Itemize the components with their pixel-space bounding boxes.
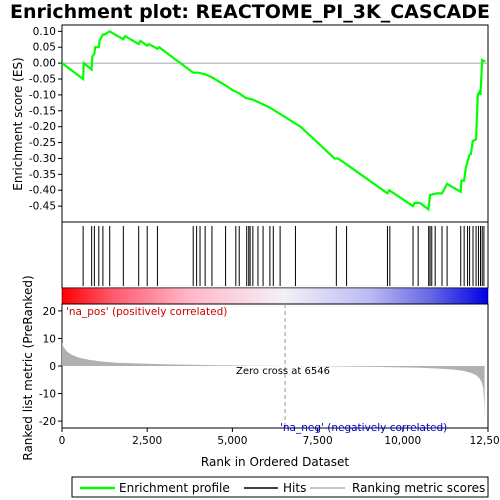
es-y-tick-label: 0.05	[33, 42, 56, 54]
hits-panel-frame	[61, 221, 489, 289]
metric-y-tick-label: -10	[39, 389, 56, 401]
enrichment-profile-line	[61, 30, 486, 212]
es-y-tick-label: -0.40	[29, 185, 56, 197]
zero-cross-label: Zero cross at 6546	[236, 366, 330, 377]
es-y-tick-label: -0.30	[29, 153, 56, 165]
es-y-tick-label: -0.45	[29, 201, 56, 213]
es-y-tick-label: -0.15	[29, 105, 56, 117]
x-tick-label: 12,500	[470, 435, 500, 447]
x-tick-label: 5,000	[217, 435, 247, 447]
chart-title: Enrichment plot: REACTOME_PI_3K_CASCADE	[10, 1, 490, 23]
es-panel-frame	[61, 24, 489, 223]
x-axis-ticks: 0 2,500 5,000 7,500 10,000 12,500	[59, 428, 500, 447]
legend-frame	[71, 476, 489, 498]
metric-y-tick-label: 20	[43, 306, 56, 318]
metric-y-axis-label: Ranked list metric (PreRanked)	[21, 275, 35, 460]
legend-profile-label: Enrichment profile	[119, 481, 230, 495]
es-y-axis-label: Enrichment score (ES)	[11, 57, 25, 190]
pos-correlated-label: 'na_pos' (positively correlated)	[66, 306, 227, 318]
hits-panel	[61, 221, 489, 289]
es-panel: 0.10 0.05 0.00 -0.05 -0.10 -0.15 -0.20 -0.25 -0.…	[11, 24, 489, 223]
x-axis-label: Rank in Ordered Dataset	[201, 455, 349, 469]
metric-y-tick-label: 10	[43, 333, 56, 345]
es-y-tick-label: -0.35	[29, 169, 56, 181]
x-tick-label: 7,500	[303, 435, 333, 447]
hits-group	[82, 226, 485, 286]
es-y-ticks: 0.10 0.05 0.00 -0.05 -0.10 -0.15 -0.20 -0.25 -0.…	[29, 26, 62, 213]
metric-panel: 20 10 0 -10 -20 0 2,500 5,000 7,500 10,000 12,500…	[21, 275, 500, 469]
es-y-tick-label: -0.20	[29, 121, 56, 133]
es-y-tick-label: 0.10	[33, 26, 56, 38]
metric-y-ticks: 20 10 0 -10 -20	[39, 306, 62, 428]
legend: Enrichment profile Hits Ranking metric s…	[71, 476, 489, 498]
es-y-tick-label: -0.25	[29, 137, 56, 149]
rank-color-bar	[61, 287, 489, 305]
x-tick-label: 2,500	[132, 435, 162, 447]
x-tick-label: 10,000	[384, 435, 421, 447]
legend-hits-label: Hits	[283, 481, 306, 495]
legend-metric-label: Ranking metric scores	[352, 481, 485, 495]
x-tick-label: 0	[59, 435, 66, 447]
es-y-tick-label: -0.05	[29, 74, 56, 86]
metric-y-tick-label: 0	[49, 361, 56, 373]
es-y-tick-label: 0.00	[33, 58, 56, 70]
metric-y-tick-label: -20	[39, 416, 56, 428]
es-y-tick-label: -0.10	[29, 89, 56, 101]
neg-correlated-label: 'na_neg' (negatively correlated)	[280, 422, 447, 434]
